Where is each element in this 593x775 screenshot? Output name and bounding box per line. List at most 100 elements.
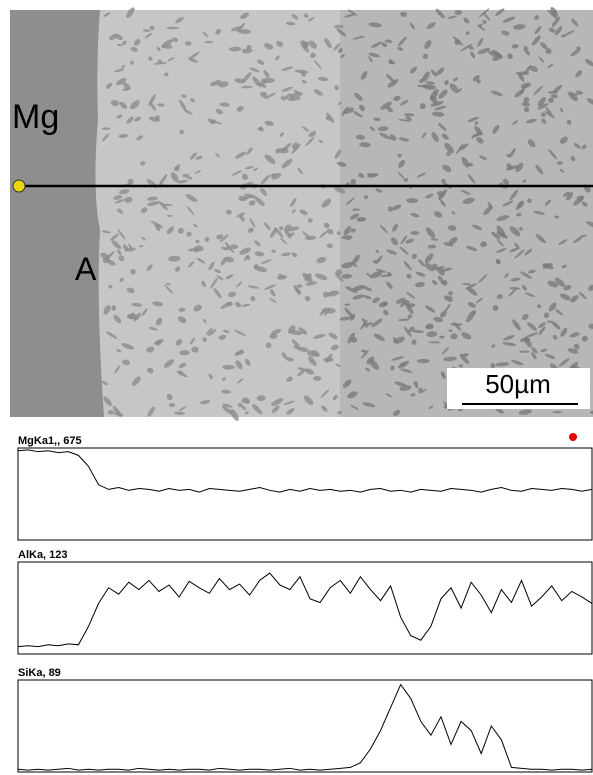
texture: [369, 126, 375, 132]
texture: [230, 244, 239, 250]
texture: [472, 75, 480, 82]
texture: [511, 360, 524, 366]
texture: [576, 46, 581, 51]
texture: [514, 249, 525, 259]
texture: [144, 32, 153, 39]
texture: [186, 205, 195, 216]
texture: [101, 133, 110, 142]
texture: [443, 356, 457, 362]
texture: [305, 368, 314, 375]
texture: [400, 368, 413, 373]
texture: [476, 136, 484, 144]
texture: [368, 22, 382, 28]
texture: [389, 134, 397, 141]
texture: [207, 329, 217, 336]
texture: [130, 269, 136, 275]
texture: [334, 149, 342, 160]
texture: [286, 376, 293, 382]
texture: [246, 147, 253, 155]
texture: [516, 212, 522, 217]
texture: [128, 243, 133, 250]
texture: [253, 264, 259, 269]
texture: [369, 359, 380, 370]
texture: [477, 24, 486, 32]
texture: [313, 89, 323, 96]
texture: [193, 223, 198, 228]
texture: [300, 41, 310, 53]
texture: [299, 209, 308, 216]
texture: [337, 101, 342, 106]
texture: [338, 48, 343, 53]
texture: [178, 307, 186, 312]
texture: [448, 290, 453, 296]
texture: [411, 339, 417, 346]
texture: [581, 201, 588, 207]
texture: [325, 116, 331, 121]
texture: [121, 343, 135, 350]
texture: [305, 136, 315, 147]
texture: [126, 7, 135, 18]
texture: [218, 334, 227, 340]
texture: [444, 142, 454, 154]
texture: [131, 302, 143, 307]
texture: [477, 48, 491, 55]
texture: [422, 71, 430, 82]
texture: [520, 82, 532, 89]
texture: [373, 117, 381, 122]
texture: [526, 118, 537, 124]
texture: [287, 232, 295, 237]
texture: [177, 316, 187, 324]
texture: [425, 324, 434, 330]
texture: [205, 327, 213, 336]
texture: [517, 72, 525, 82]
texture: [221, 246, 228, 251]
texture: [242, 195, 254, 200]
texture: [224, 242, 235, 253]
texture: [393, 95, 401, 102]
texture: [323, 308, 331, 317]
texture: [275, 55, 280, 61]
texture: [157, 59, 163, 64]
texture: [433, 316, 444, 323]
texture: [412, 329, 424, 333]
texture: [552, 411, 563, 414]
texture: [291, 14, 299, 20]
texture: [296, 284, 303, 288]
texture: [540, 348, 548, 352]
texture: [291, 252, 298, 258]
texture: [393, 409, 401, 417]
texture: [168, 255, 181, 262]
texture: [270, 398, 284, 406]
texture: [521, 102, 531, 107]
texture: [194, 170, 202, 174]
mg-region: [10, 10, 104, 417]
texture: [183, 109, 193, 115]
texture: [450, 333, 458, 340]
texture: [216, 275, 224, 281]
texture: [360, 350, 369, 359]
texture: [129, 100, 140, 110]
texture: [249, 67, 260, 73]
texture: [425, 193, 434, 199]
texture: [166, 26, 180, 30]
texture: [187, 248, 200, 252]
texture: [435, 8, 445, 19]
texture: [236, 106, 244, 112]
texture: [476, 79, 481, 84]
texture: [403, 261, 412, 271]
texture: [529, 65, 538, 72]
texture: [490, 90, 503, 97]
texture: [146, 264, 153, 271]
texture: [352, 294, 364, 300]
texture: [302, 272, 313, 283]
texture: [333, 24, 344, 29]
texture: [286, 408, 295, 415]
texture: [291, 209, 296, 214]
texture: [115, 199, 125, 204]
texture: [284, 224, 292, 231]
texture: [406, 291, 416, 299]
texture: [134, 38, 141, 46]
texture: [148, 56, 153, 61]
texture: [359, 319, 368, 330]
texture: [349, 213, 360, 220]
